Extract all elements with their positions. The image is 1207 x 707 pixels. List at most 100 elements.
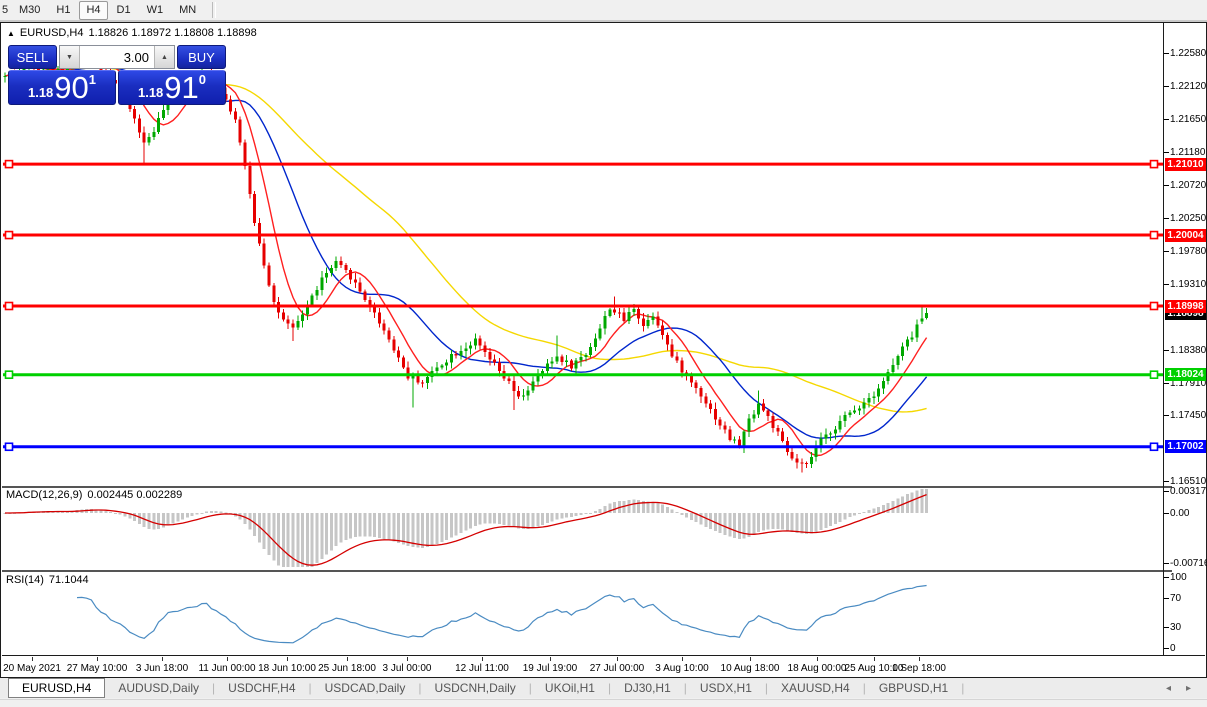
tab-xauusd-h4[interactable]: XAUUSD,H4: [781, 681, 850, 695]
time-axis-tick: [482, 657, 483, 661]
pane-separator[interactable]: [2, 486, 1164, 488]
timeframe-button-m5-partial[interactable]: 5: [2, 4, 9, 16]
ma-8-line: [4, 61, 928, 457]
hline-price-label: 1.17002: [1165, 440, 1206, 454]
timeframe-button-h1[interactable]: H1: [56, 3, 71, 16]
tab-separator: |: [212, 681, 216, 695]
price-chart-pane[interactable]: [3, 25, 1163, 486]
collapse-triangle-icon[interactable]: ▲: [7, 28, 15, 38]
time-axis-label: 3 Aug 10:00: [655, 663, 709, 674]
tab-gbpusd-h1[interactable]: GBPUSD,H1: [878, 681, 949, 695]
hline-handle[interactable]: [1149, 159, 1159, 169]
tab-usdx-h1[interactable]: USDX,H1: [699, 681, 752, 695]
macd-values: 0.002445 0.002289: [87, 489, 183, 501]
tab-audusd-daily[interactable]: AUDUSD,Daily: [118, 681, 200, 695]
time-axis-separator: [2, 655, 1205, 656]
tab-usdchf-h4[interactable]: USDCHF,H4: [228, 681, 296, 695]
volume-input[interactable]: [80, 46, 154, 68]
time-axis-label: 11 Jun 00:00: [198, 663, 256, 674]
chart-symbol-label: EURUSD,H4: [19, 27, 84, 39]
axis-tick: [1164, 217, 1169, 219]
hline-handle[interactable]: [4, 301, 14, 311]
hline-handle[interactable]: [1149, 370, 1159, 379]
buy-price-small: 1.18: [137, 85, 164, 100]
axis-tick: [1164, 648, 1169, 649]
hline-1.17002[interactable]: [3, 442, 1163, 452]
axis-tick: [1164, 250, 1169, 252]
pane-separator[interactable]: [2, 570, 1164, 572]
axis-tick: [1164, 563, 1169, 565]
moving-averages: [4, 61, 928, 457]
hline-handle[interactable]: [1149, 301, 1159, 311]
sell-button[interactable]: SELL: [8, 45, 57, 69]
rsi-label: RSI(14) 71.1044: [6, 574, 89, 586]
axis-tick-label: 1.20720: [1170, 179, 1207, 191]
ma-20-line: [4, 66, 928, 439]
timeframe-button-w1[interactable]: W1: [146, 3, 164, 16]
sell-price-big: 90: [54, 70, 89, 105]
timeframe-toolbar: 5 M30 H1 H4 D1 W1 MN: [0, 0, 1207, 22]
tab-eurusd-h4[interactable]: EURUSD,H4: [8, 678, 106, 698]
time-axis-tick: [347, 657, 348, 661]
hline-1.18998[interactable]: [3, 301, 1163, 311]
axis-tick-label: 0.003179: [1170, 485, 1207, 497]
time-axis-tick: [287, 657, 288, 661]
hline-handle[interactable]: [1149, 442, 1159, 452]
buy-button[interactable]: BUY: [177, 45, 226, 69]
timeframe-button-m30[interactable]: M30: [19, 3, 41, 16]
time-axis-label: 20 May 2021: [3, 663, 61, 674]
time-axis-tick: [682, 657, 683, 661]
tab-ukoil-h1[interactable]: UKOil,H1: [544, 681, 595, 695]
hline-handle[interactable]: [1149, 230, 1159, 240]
hline-1.20004[interactable]: [3, 230, 1163, 240]
axis-tick: [1164, 85, 1169, 87]
sell-price-panel[interactable]: 1.18 90 1: [8, 70, 116, 105]
axis-tick-label: 1.22580: [1170, 48, 1207, 60]
time-axis[interactable]: 20 May 2021 27 May 10:00 3 Jun 18:00 11 Jun…: [2, 657, 1205, 676]
time-axis-tick: [162, 657, 163, 661]
axis-tick-label: 0.00: [1170, 508, 1190, 519]
volume-decrease-icon[interactable]: ▼: [60, 46, 80, 68]
axis-tick: [1164, 118, 1169, 120]
tabs-scroll-left-icon[interactable]: ◂: [1165, 682, 1171, 694]
tab-separator: |: [308, 681, 312, 695]
timeframe-button-mn[interactable]: MN: [179, 3, 197, 16]
time-axis-label: 18 Aug 00:00: [787, 663, 847, 674]
chart-header: ▲ EURUSD,H4 1.18826 1.18972 1.18808 1.18…: [7, 27, 257, 39]
time-axis-label: 25 Jun 18:00: [318, 663, 376, 674]
rsi-line: [76, 584, 927, 644]
hline-handle[interactable]: [4, 442, 14, 452]
rsi-indicator-pane: [76, 584, 927, 644]
tab-separator: |: [607, 681, 612, 695]
time-axis-tick: [97, 657, 98, 661]
hline-handle[interactable]: [4, 370, 14, 379]
axis-tick-label: 1.19310: [1170, 278, 1207, 290]
timeframe-button-d1[interactable]: D1: [116, 3, 131, 16]
buy-price-panel[interactable]: 1.18 91 0: [118, 70, 226, 105]
volume-increase-icon[interactable]: ▲: [154, 46, 174, 68]
tab-usdcnh-daily[interactable]: USDCNH,Daily: [434, 681, 516, 695]
axis-tick: [1164, 481, 1169, 483]
hline-handle[interactable]: [4, 159, 14, 169]
rsi-value: 71.1044: [48, 574, 89, 586]
axis-tick: [1164, 415, 1169, 417]
axis-tick: [1164, 152, 1169, 154]
tab-dj30-h1[interactable]: DJ30,H1: [624, 681, 671, 695]
hline-handle[interactable]: [4, 230, 14, 240]
pane-separator-stub: [1164, 570, 1172, 572]
time-axis-tick: [407, 657, 408, 661]
hline-1.18024[interactable]: [3, 370, 1163, 379]
macd-name: MACD(12,26,9): [6, 489, 83, 501]
chart-tabs-bar: ◂ ▸ EURUSD,H4 AUDUSD,Daily | USDCHF,H4 | USDC…: [0, 678, 1207, 698]
axis-tick-label: 1.16510: [1170, 476, 1207, 488]
time-axis-tick: [550, 657, 551, 661]
axis-tick-label: 1.22120: [1170, 80, 1207, 92]
axis-tick: [1164, 626, 1169, 628]
axis-tick: [1164, 349, 1169, 351]
tabs-scroll-right-icon[interactable]: ▸: [1185, 682, 1191, 694]
axis-tick-label: 1.21180: [1170, 147, 1206, 159]
hline-1.21010[interactable]: [3, 159, 1163, 169]
timeframe-button-h4[interactable]: H4: [79, 0, 108, 20]
time-axis-tick: [617, 657, 618, 661]
tab-usdcad-daily[interactable]: USDCAD,Daily: [324, 681, 406, 695]
